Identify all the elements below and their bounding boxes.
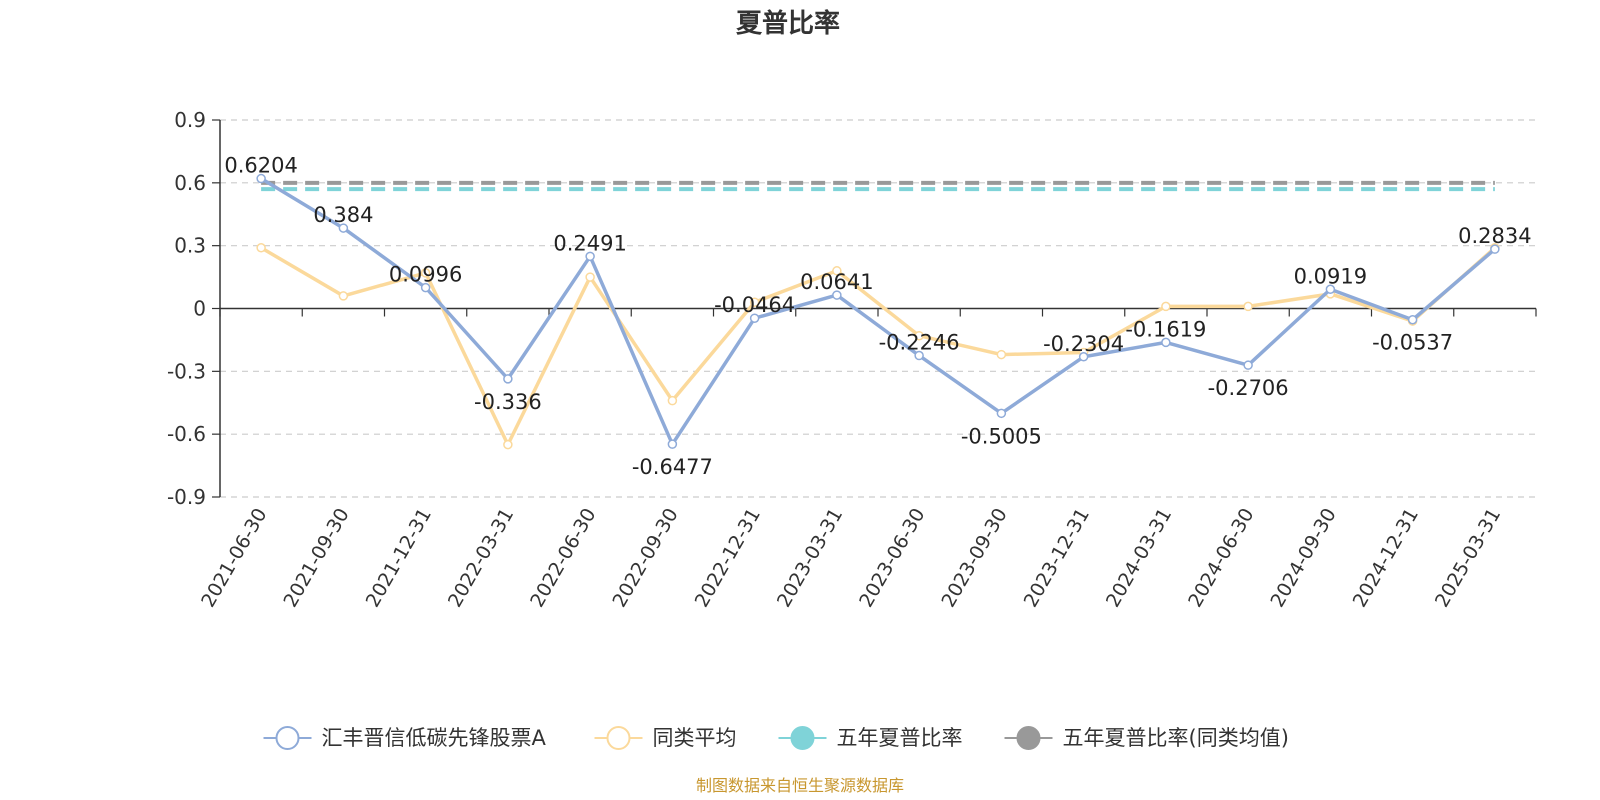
data-point [420,282,431,293]
data-point [996,408,1007,419]
x-tick-label: 2023-06-30 [855,505,929,612]
data-label: 0.0641 [800,270,873,294]
legend-label: 汇丰晋信低碳先锋股票A [322,726,547,750]
data-label: -0.336 [474,390,542,414]
y-tick-label: 0.3 [174,234,206,258]
data-label: 0.0919 [1294,264,1367,288]
y-tick-label: -0.6 [167,422,206,446]
data-label: 0.6204 [224,154,297,178]
data-point [503,374,513,384]
data-point [1161,337,1171,348]
data-labels: 0.6204 0.384 0.0996 -0.336 0.2491 -0.6477 -0.0… [224,154,1531,480]
legend-swatch-marker [790,726,815,750]
data-point [996,349,1007,360]
legend-label: 五年夏普比率(同类均值) [1063,726,1289,750]
x-tick-label: 2023-12-31 [1020,505,1094,612]
data-label: -0.2706 [1208,376,1289,400]
source-note: 制图数据来自恒生聚源数据库 [696,776,904,795]
data-label: -0.5005 [961,424,1042,448]
data-point [256,173,266,184]
data-point [1078,352,1089,362]
legend-item: 汇丰晋信低碳先锋股票A [263,726,547,750]
legend-item: 五年夏普比率(同类均值) [1004,726,1289,750]
x-tick-label: 2022-06-30 [526,505,600,612]
y-tick-label: -0.3 [167,359,206,383]
y-tick-label: 0 [193,297,206,321]
legend-label: 同类平均 [653,726,737,750]
y-tick-label: -0.9 [167,485,206,509]
y-tick-label: 0.6 [174,171,206,195]
data-point [1243,360,1253,370]
data-label: -0.2246 [879,331,960,355]
data-point [256,243,266,253]
data-point [667,395,678,406]
data-point [1161,301,1171,312]
x-tick-label: 2024-06-30 [1184,505,1258,612]
data-point [914,350,924,361]
legend-label: 五年夏普比率 [837,726,963,750]
x-tick-label: 2023-09-30 [937,505,1011,612]
series-group [256,173,1500,450]
x-tick-label: 2022-12-31 [691,505,765,612]
series-line [260,246,1497,447]
data-point [585,272,595,282]
data-point [832,290,842,300]
data-label: -0.2304 [1043,332,1124,356]
x-tick-label: 2022-03-31 [444,505,518,612]
data-point [1243,301,1253,312]
y-tick-label: 0.9 [174,108,206,132]
data-point [585,251,595,262]
data-point [667,439,678,449]
legend-item: 五年夏普比率 [778,726,963,750]
legend: 汇丰晋信低碳先锋股票A 同类平均 五年夏普比率 五年夏普比率(同类均值) [263,726,1289,750]
x-tick-label: 2025-03-31 [1431,505,1505,612]
x-tick-label: 2024-12-31 [1349,505,1423,612]
data-point [338,223,349,233]
legend-swatch-marker [1016,726,1041,750]
data-point [832,266,842,276]
data-label: 0.2491 [553,231,626,255]
data-point [338,291,349,301]
data-point [1490,244,1500,254]
data-label: -0.1619 [1125,317,1206,341]
data-point [420,268,431,278]
legend-swatch-marker [606,726,631,750]
data-label: 0.0996 [389,263,462,287]
reference-lines [261,180,1495,192]
x-tick-label: 2021-09-30 [279,505,353,612]
x-tick-label: 2021-06-30 [197,505,271,612]
data-label: -0.6477 [632,455,713,479]
legend-swatch-marker [275,726,300,750]
x-tick-label: 2024-09-30 [1266,505,1340,612]
x-tick-label: 2024-03-31 [1102,505,1176,612]
x-tick-label: 2022-09-30 [608,505,682,612]
chart-title: 夏普比率 [736,8,840,39]
data-label: 0.384 [313,203,373,227]
data-label: 0.2834 [1458,224,1531,248]
series-line [260,177,1497,446]
x-tick-label: 2021-12-31 [362,505,436,612]
data-point [503,439,513,450]
data-label: -0.0464 [714,293,795,317]
x-tick-label: 2023-03-31 [773,505,847,612]
data-point [914,330,924,341]
data-label: -0.0537 [1372,331,1453,355]
data-point [749,313,760,323]
data-point [749,297,760,307]
data-point [1407,314,1418,325]
data-point [1325,284,1336,295]
legend-item: 同类平均 [594,726,737,750]
